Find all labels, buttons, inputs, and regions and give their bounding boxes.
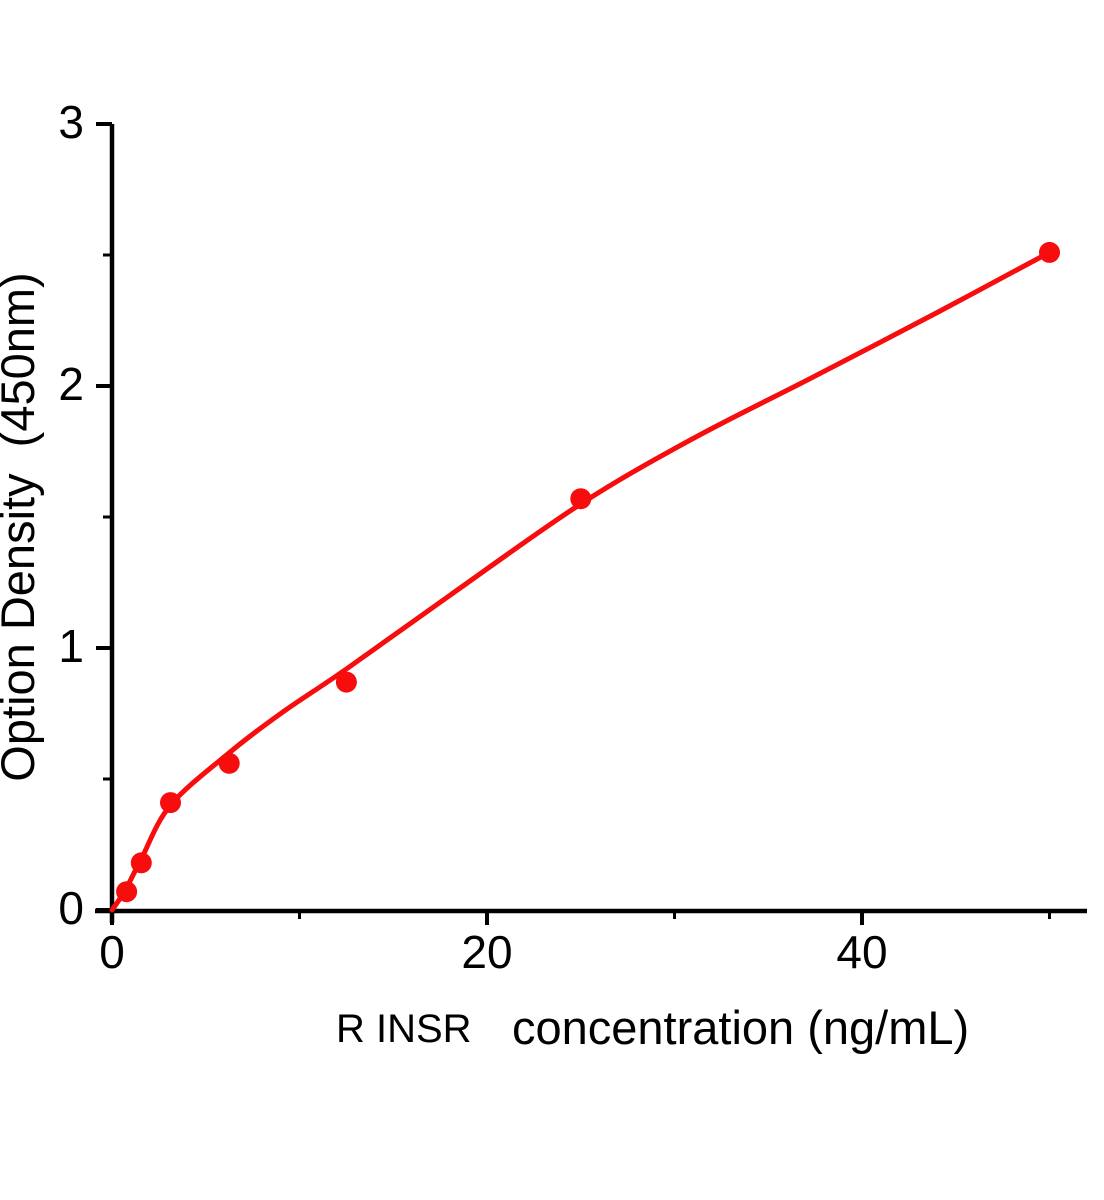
data-point-marker bbox=[130, 852, 152, 874]
fitted-curve-line bbox=[109, 249, 1052, 913]
y-tick-label: 2 bbox=[58, 358, 84, 410]
data-point-marker bbox=[335, 671, 357, 693]
data-point-marker bbox=[160, 792, 181, 814]
points-layer bbox=[116, 241, 1060, 903]
x-tick-label: 0 bbox=[99, 926, 125, 978]
axes-layer: 0 20 40 0 1 2 3 bbox=[58, 96, 1087, 978]
data-point-marker bbox=[218, 752, 240, 774]
data-point-marker bbox=[570, 488, 592, 510]
data-point-marker bbox=[1039, 241, 1060, 263]
data-point-marker bbox=[116, 881, 138, 903]
y-tick-label: 3 bbox=[58, 96, 84, 148]
curve-layer bbox=[109, 249, 1052, 913]
x-tick-label: 20 bbox=[461, 926, 512, 978]
x-axis-title-prefix: R INSR bbox=[336, 1007, 472, 1051]
y-tick-label: 1 bbox=[58, 620, 84, 672]
y-tick-label: 0 bbox=[58, 882, 84, 934]
x-tick-label: 40 bbox=[836, 926, 887, 978]
x-axis-title: concentration (ng/mL) bbox=[512, 1001, 969, 1054]
y-axis-title: Option Density (450nm) bbox=[0, 272, 44, 781]
